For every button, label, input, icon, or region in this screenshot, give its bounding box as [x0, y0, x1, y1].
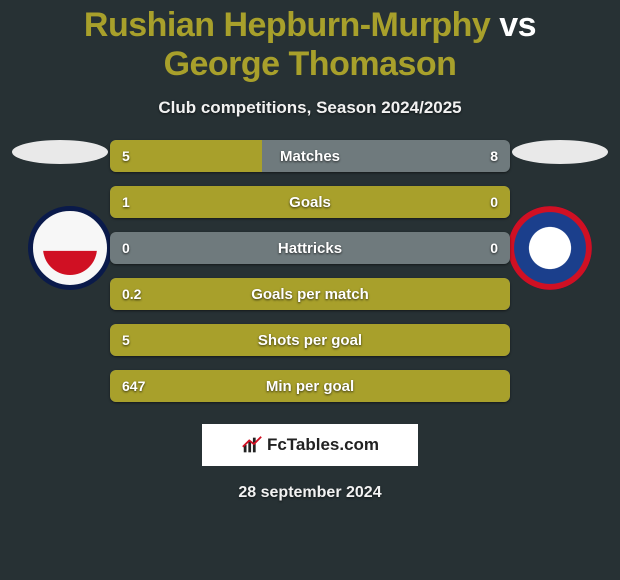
stat-value-left: 0: [122, 232, 130, 264]
stat-fill: [110, 370, 510, 402]
stat-value-left: 0.2: [122, 278, 141, 310]
vs-text: vs: [490, 6, 536, 44]
player-b-name: George Thomason: [164, 45, 457, 83]
brand-box[interactable]: FcTables.com: [202, 424, 418, 466]
stat-row: 0 0Hattricks: [110, 232, 510, 264]
stat-value-right: 0: [490, 186, 498, 218]
bolton-wanderers-crest-icon: [508, 206, 592, 290]
crest-left: [20, 198, 120, 298]
page-title: Rushian Hepburn-Murphy vs George Thomaso…: [0, 0, 620, 84]
crawley-town-crest-icon: [28, 206, 112, 290]
stat-label: Hattricks: [110, 232, 510, 264]
crest-right: [500, 198, 600, 298]
brand-text: FcTables.com: [267, 435, 379, 455]
stat-row: 647Min per goal: [110, 370, 510, 402]
stat-bars: 58Matches10Goals00Hattricks0.2Goals per …: [110, 140, 510, 402]
date-text: 28 september 2024: [0, 484, 620, 502]
stat-row: 58Matches: [110, 140, 510, 172]
stat-fill: [110, 186, 510, 218]
ellipse-left: [12, 140, 108, 164]
ellipse-right: [512, 140, 608, 164]
stat-value-right: 8: [490, 140, 498, 172]
stat-value-left: 5: [122, 140, 130, 172]
stat-row: 10Goals: [110, 186, 510, 218]
stat-value-left: 647: [122, 370, 145, 402]
stat-row: 0.2Goals per match: [110, 278, 510, 310]
stat-value-right: 0: [490, 232, 498, 264]
stat-value-left: 5: [122, 324, 130, 356]
stat-value-left: 1: [122, 186, 130, 218]
stat-fill: [110, 278, 510, 310]
stat-fill: [110, 140, 262, 172]
stat-row: 5Shots per goal: [110, 324, 510, 356]
player-a-name: Rushian Hepburn-Murphy: [84, 6, 490, 44]
subtitle: Club competitions, Season 2024/2025: [0, 98, 620, 118]
stat-fill: [110, 324, 510, 356]
comparison-arena: 58Matches10Goals00Hattricks0.2Goals per …: [0, 140, 620, 402]
brand-chart-icon: [241, 434, 263, 456]
